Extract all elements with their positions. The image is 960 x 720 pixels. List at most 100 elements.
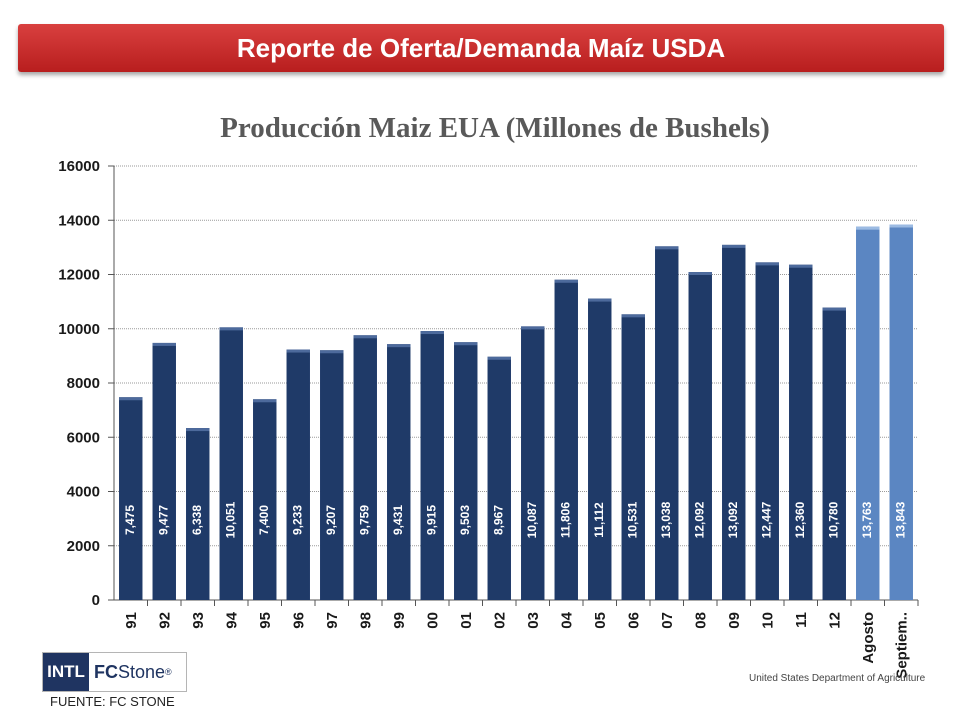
bar-value-label: 10,531 [625,501,639,538]
bar-value-label: 13,038 [659,501,673,538]
x-tick-label: 08 [692,612,709,629]
header-banner: Reporte de Oferta/Demanda Maíz USDA [18,24,944,72]
bar-top-highlight [588,298,612,302]
x-tick-label: 92 [156,612,173,629]
page-title: Reporte de Oferta/Demanda Maíz USDA [236,32,726,63]
bar [454,342,478,600]
bar-top-highlight [119,397,143,401]
x-tick-label: 91 [123,612,140,629]
bar [822,307,846,600]
y-tick-label: 8000 [67,375,100,392]
bar [755,262,779,600]
bar-value-label: 9,759 [357,505,371,535]
bar [588,298,612,600]
bar-value-label: 13,763 [860,501,874,538]
x-tick-label: 06 [625,612,642,629]
fcstone-logo: INTL FC Stone ® [42,652,187,692]
y-tick-label: 14000 [58,212,100,229]
bar [856,226,880,600]
bar-top-highlight [789,264,813,268]
y-tick-label: 2000 [67,538,100,555]
bar-top-highlight [219,327,243,331]
bar-top-highlight [253,399,277,403]
x-tick-label: 07 [659,612,676,629]
bar-top-highlight [353,335,377,339]
bar [789,264,813,600]
bar [320,350,344,600]
x-tick-label: 00 [424,612,441,629]
bar [521,326,545,600]
y-tick-label: 4000 [67,484,100,501]
y-tick-label: 10000 [58,321,100,338]
logo-fc-text: FC [94,661,118,682]
bar [554,279,578,600]
x-tick-label: 05 [592,612,609,629]
bar [152,342,176,600]
bar-value-label: 11,806 [558,502,572,538]
x-tick-label: 10 [759,612,776,629]
x-tick-label: 02 [491,612,508,629]
usda-credit: United States Department of Agriculture [749,673,926,684]
bar-value-label: 10,051 [223,501,237,538]
bar-top-highlight [722,244,746,248]
bar [186,428,210,600]
bar-value-label: 9,431 [391,505,405,535]
bar-top-highlight [420,331,444,335]
bar [420,331,444,600]
bar [253,399,277,600]
bar-top-highlight [487,356,511,360]
bar-top-highlight [521,326,545,330]
bar-value-label: 9,915 [424,505,438,535]
bar [487,356,511,600]
bar [353,335,377,600]
bar [286,349,310,600]
bar [722,244,746,600]
bar-top-highlight [755,262,779,266]
x-tick-label: 94 [223,611,240,628]
bar-top-highlight [621,314,645,318]
x-tick-label: 11 [793,612,810,628]
y-tick-label: 0 [92,592,100,609]
bar-top-highlight [286,349,310,353]
y-tick-label: 16000 [58,158,100,175]
bar-top-highlight [152,342,176,346]
bar-value-label: 10,087 [525,501,539,538]
y-tick-label: 12000 [58,267,100,284]
bar-top-highlight [889,224,913,228]
bar-value-label: 12,447 [759,501,773,538]
x-tick-label: 93 [190,612,207,629]
x-tick-label: 04 [558,611,575,628]
bar-top-highlight [186,428,210,432]
chart-title: Producción Maiz EUA (Millones de Bushels… [220,112,770,144]
bar-value-label: 12,360 [793,501,807,538]
logo-fcstone: FC Stone ® [89,653,186,691]
x-tick-label: 99 [391,612,408,629]
bar-value-label: 8,967 [491,505,505,535]
x-tick-label: Agosto [860,612,877,664]
bar [119,397,143,600]
logo-intl: INTL [43,653,89,691]
bar [621,314,645,600]
x-tick-label: 97 [324,612,341,629]
bar-top-highlight [387,344,411,348]
bar-value-label: 12,092 [692,501,706,538]
bar [889,224,913,601]
bar-value-label: 13,843 [893,501,907,538]
y-tick-label: 6000 [67,429,100,446]
bar-top-highlight [320,350,344,354]
x-tick-label: 01 [458,612,475,629]
bar [219,327,243,600]
bar [387,344,411,600]
bar-top-highlight [454,342,478,346]
bar-top-highlight [822,307,846,311]
bar-value-label: 13,092 [726,501,740,538]
bar-top-highlight [655,246,679,250]
bar [655,246,679,601]
x-tick-label: 98 [357,612,374,629]
x-tick-label: 95 [257,612,274,629]
bar-top-highlight [554,279,578,283]
bar [688,272,712,600]
bar-value-label: 9,207 [324,505,338,535]
source-note: FUENTE: FC STONE [50,694,175,709]
